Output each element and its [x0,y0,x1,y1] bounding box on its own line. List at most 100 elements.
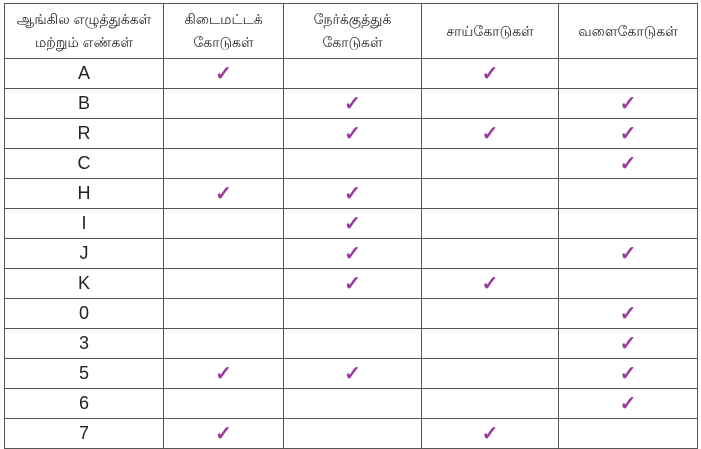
mark-cell: ✓ [283,88,422,119]
mark-cell [421,328,559,359]
mark-cell [558,208,698,239]
check-mark-icon: ✓ [619,303,637,325]
mark-cell [283,148,422,179]
check-mark-icon: ✓ [619,333,637,355]
mark-cell [421,388,559,419]
check-mark-icon: ✓ [481,423,499,445]
header-letters-numbers: ஆங்கில எழுத்துக்கள் மற்றும் எண்கள் [4,3,164,59]
check-mark-icon: ✓ [619,153,637,175]
mark-cell [163,388,284,419]
mark-cell [163,208,284,239]
mark-cell [283,418,422,449]
check-mark-icon: ✓ [344,93,361,115]
mark-cell: ✓ [283,118,422,149]
mark-cell [283,58,422,89]
mark-cell: ✓ [283,268,422,299]
header-vertical-lines: நேர்க்குத்துக் கோடுகள் [283,3,422,59]
check-mark-icon: ✓ [619,93,637,115]
row-label: K [4,268,164,299]
table-row: 3 ✓ [4,328,698,359]
row-label: J [4,238,164,269]
mark-cell: ✓ [558,88,698,119]
mark-cell [163,238,284,269]
mark-cell: ✓ [421,418,559,449]
mark-cell [558,58,698,89]
table-row: C ✓ [4,148,698,179]
row-label: 3 [4,328,164,359]
row-label: 7 [4,418,164,449]
table-row: R ✓ ✓ ✓ [4,118,698,149]
mark-cell [283,298,422,329]
mark-cell: ✓ [421,118,559,149]
mark-cell [163,118,284,149]
mark-cell [163,148,284,179]
mark-cell [163,298,284,329]
table-row: 5 ✓ ✓ ✓ [4,358,698,389]
mark-cell: ✓ [558,388,698,419]
mark-cell: ✓ [163,58,284,89]
check-mark-icon: ✓ [619,393,637,415]
mark-cell [283,388,422,419]
mark-cell: ✓ [163,418,284,449]
mark-cell [421,238,559,269]
check-mark-icon: ✓ [215,63,232,85]
check-mark-icon: ✓ [619,123,637,145]
check-mark-icon: ✓ [344,213,361,235]
row-label: R [4,118,164,149]
table-row: J ✓ ✓ [4,238,698,269]
row-label: 0 [4,298,164,329]
mark-cell: ✓ [421,58,559,89]
line-types-table: ஆங்கில எழுத்துக்கள் மற்றும் எண்கள் கிடைம… [4,3,698,449]
table-row: A ✓ ✓ [4,58,698,89]
mark-cell: ✓ [283,358,422,389]
header-slant-lines: சாய்கோடுகள் [421,3,559,59]
table-row: 7 ✓ ✓ [4,418,698,449]
mark-cell: ✓ [163,358,284,389]
check-mark-icon: ✓ [481,63,499,85]
check-mark-icon: ✓ [344,123,361,145]
check-mark-icon: ✓ [344,363,361,385]
check-mark-icon: ✓ [215,363,232,385]
mark-cell [283,328,422,359]
mark-cell [421,298,559,329]
table-row: I ✓ [4,208,698,239]
check-mark-icon: ✓ [344,183,361,205]
header-row: ஆங்கில எழுத்துக்கள் மற்றும் எண்கள் கிடைம… [4,3,698,59]
check-mark-icon: ✓ [481,123,499,145]
row-label: H [4,178,164,209]
check-mark-icon: ✓ [619,243,637,265]
table-row: B ✓ ✓ [4,88,698,119]
mark-cell: ✓ [558,148,698,179]
check-mark-icon: ✓ [619,363,637,385]
table-row: 6 ✓ [4,388,698,419]
row-label: C [4,148,164,179]
mark-cell [163,88,284,119]
mark-cell [558,418,698,449]
table-row: H ✓ ✓ [4,178,698,209]
row-label: A [4,58,164,89]
check-mark-icon: ✓ [215,423,232,445]
mark-cell: ✓ [558,298,698,329]
mark-cell: ✓ [283,208,422,239]
mark-cell [163,328,284,359]
mark-cell: ✓ [421,268,559,299]
mark-cell: ✓ [283,178,422,209]
mark-cell [421,178,559,209]
row-label: I [4,208,164,239]
mark-cell [163,268,284,299]
mark-cell [421,358,559,389]
mark-cell [558,268,698,299]
row-label: 6 [4,388,164,419]
header-horizontal-lines: கிடைமட்டக் கோடுகள் [163,3,284,59]
check-mark-icon: ✓ [215,183,232,205]
mark-cell: ✓ [558,238,698,269]
check-mark-icon: ✓ [344,243,361,265]
mark-cell [421,208,559,239]
table-row: K ✓ ✓ [4,268,698,299]
table-row: 0 ✓ [4,298,698,329]
mark-cell: ✓ [558,328,698,359]
mark-cell: ✓ [163,178,284,209]
mark-cell: ✓ [283,238,422,269]
header-curved-lines: வளைகோடுகள் [558,3,698,59]
row-label: 5 [4,358,164,389]
